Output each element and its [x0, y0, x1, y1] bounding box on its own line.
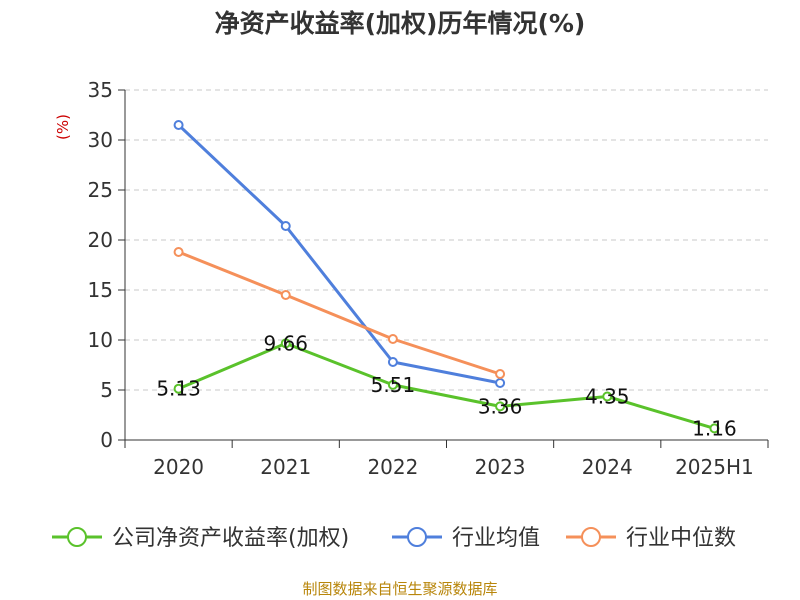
- grid-lines: [125, 89, 768, 391]
- x-tick-label-2022: 2022: [367, 455, 418, 479]
- data-point-s1-2021: [280, 221, 291, 231]
- data-point-s2-2022: [387, 334, 398, 344]
- axes: 0 5 10 15 20 25 30 35 (%) 2020 2021 2022 2023 2024 202…: [54, 78, 769, 479]
- y-tick-label-5: 5: [100, 378, 113, 402]
- y-tick-label-35: 35: [88, 78, 113, 102]
- data-point-s0-2021: [280, 338, 291, 349]
- data-point-s2-2023: [495, 369, 506, 379]
- data-point-s0-2024: [602, 391, 613, 402]
- data-labels: 5.13 9.66 5.51 3.36 4.35 1.16: [156, 331, 736, 440]
- data-label-2020: 5.13: [156, 377, 201, 401]
- y-tick-label-20: 20: [88, 228, 113, 252]
- data-point-s0-2025H1: [709, 423, 720, 434]
- data-point-s1-2020: [173, 120, 184, 130]
- series-line-1: [177, 123, 501, 385]
- chart-title: 净资产收益率(加权)历年情况(%): [214, 9, 586, 38]
- legend-label-1: 行业均值: [452, 526, 540, 551]
- data-point-s1-2023: [495, 378, 506, 388]
- data-point-s2-2021: [280, 290, 291, 300]
- source-note: 制图数据来自恒生聚源数据库: [302, 580, 498, 598]
- legend-marker-0: [67, 527, 87, 547]
- x-tick-label-2025H1: 2025H1: [675, 455, 754, 479]
- data-label-2021: 9.66: [263, 331, 308, 355]
- x-tick-label-2023: 2023: [475, 455, 526, 479]
- y-tick-label-10: 10: [88, 328, 113, 352]
- data-label-2024: 4.35: [585, 385, 630, 409]
- legend: 公司净资产收益率(加权) 行业均值 行业中位数: [52, 526, 736, 551]
- legend-marker-1: [407, 527, 427, 547]
- data-point-s0-2022: [387, 379, 398, 390]
- data-point-s2-2020: [173, 247, 184, 257]
- data-point-s0-2023: [495, 401, 506, 412]
- data-point-s0-2020: [173, 383, 184, 394]
- data-point-s1-2022: [387, 357, 398, 367]
- legend-label-2: 行业中位数: [626, 526, 736, 551]
- x-tick-label-2021: 2021: [260, 455, 311, 479]
- y-tick-label-0: 0: [100, 428, 113, 452]
- data-label-2022: 5.51: [371, 373, 416, 397]
- y-axis-unit-label: (%): [54, 114, 72, 140]
- data-label-2023: 3.36: [478, 394, 523, 418]
- series-line-2: [178, 250, 501, 376]
- legend-label-0: 公司净资产收益率(加权): [112, 526, 349, 551]
- y-tick-label-30: 30: [88, 128, 113, 152]
- data-label-2025H1: 1.16: [692, 416, 737, 440]
- series-line-0: [177, 341, 715, 430]
- x-tick-label-2020: 2020: [153, 455, 204, 479]
- y-tick-label-15: 15: [88, 278, 113, 302]
- series-lines: [173, 120, 720, 434]
- y-tick-label-25: 25: [88, 178, 113, 202]
- x-tick-label-2024: 2024: [582, 455, 633, 479]
- legend-marker-2: [581, 527, 601, 547]
